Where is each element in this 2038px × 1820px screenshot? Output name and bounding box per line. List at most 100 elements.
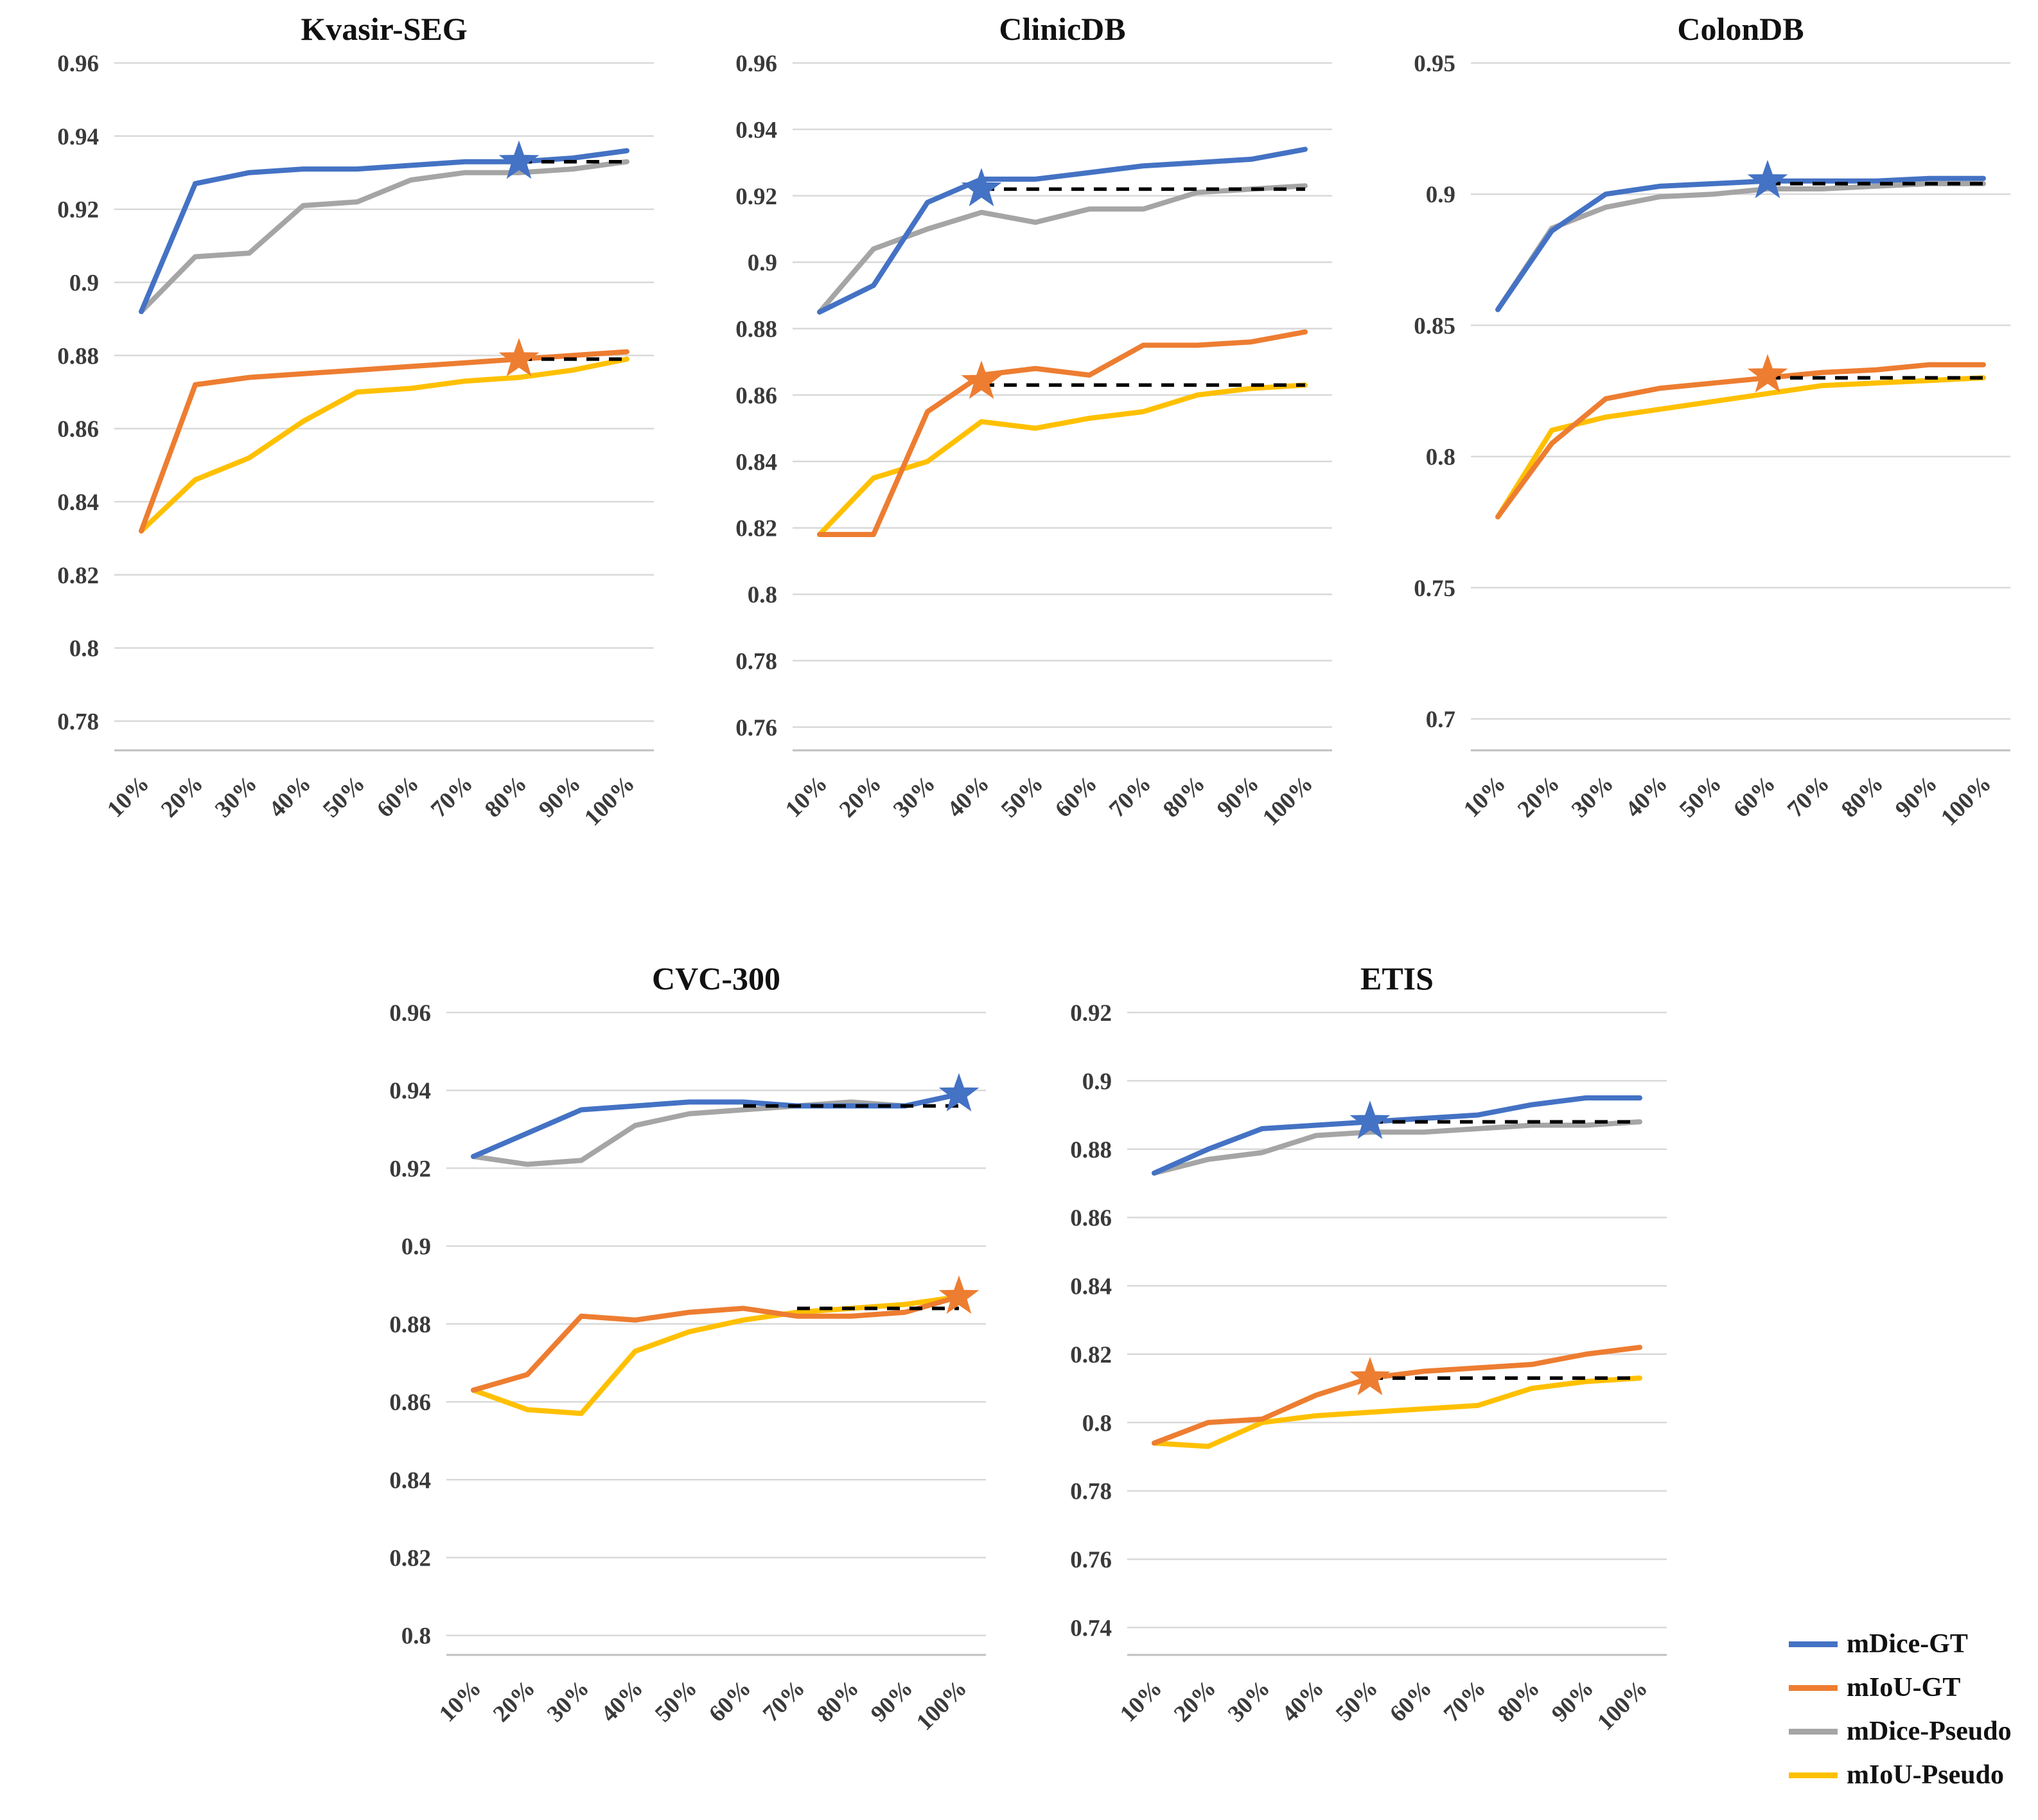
miou-gt-line-swatch bbox=[1789, 1684, 1838, 1691]
svg-text:0.88: 0.88 bbox=[389, 1312, 431, 1338]
svg-text:0.86: 0.86 bbox=[389, 1390, 431, 1416]
svg-text:90%: 90% bbox=[1890, 770, 1942, 822]
svg-text:0.94: 0.94 bbox=[735, 117, 777, 143]
svg-text:30%: 30% bbox=[210, 770, 262, 822]
legend-item-miou-pseudo: mIoU-Pseudo bbox=[1789, 1753, 2012, 1797]
svg-text:0.84: 0.84 bbox=[57, 490, 99, 516]
svg-text:30%: 30% bbox=[888, 770, 940, 822]
svg-text:60%: 60% bbox=[1385, 1675, 1437, 1727]
svg-text:60%: 60% bbox=[704, 1675, 756, 1727]
svg-text:0.8: 0.8 bbox=[401, 1623, 431, 1650]
mdice-pseudo-line-swatch bbox=[1789, 1728, 1838, 1735]
svg-text:0.96: 0.96 bbox=[389, 1001, 431, 1027]
svg-text:0.9: 0.9 bbox=[69, 270, 99, 297]
svg-text:0.82: 0.82 bbox=[57, 563, 99, 589]
svg-text:40%: 40% bbox=[1277, 1675, 1329, 1727]
svg-text:0.88: 0.88 bbox=[1070, 1137, 1112, 1163]
legend-label-miou-pseudo: mIoU-Pseudo bbox=[1847, 1760, 2005, 1790]
svg-text:100%: 100% bbox=[579, 770, 640, 831]
svg-text:0.8: 0.8 bbox=[1426, 445, 1455, 471]
svg-text:30%: 30% bbox=[542, 1675, 594, 1727]
chart-etis: ETIS 0.92 0.9 0.88 0.86 0.84 0.82 0.8 0.78 0.76 0… bbox=[1031, 956, 1686, 1804]
svg-text:0.7: 0.7 bbox=[1426, 707, 1455, 733]
svg-text:0.76: 0.76 bbox=[735, 715, 777, 741]
svg-text:0.86: 0.86 bbox=[1070, 1205, 1112, 1232]
svg-text:100%: 100% bbox=[1936, 770, 1996, 831]
svg-text:90%: 90% bbox=[1547, 1675, 1599, 1727]
legend-label-miou-gt: mIoU-GT bbox=[1847, 1673, 1961, 1702]
svg-text:40%: 40% bbox=[942, 770, 994, 822]
svg-text:0.92: 0.92 bbox=[735, 184, 777, 210]
svg-text:10%: 10% bbox=[1459, 770, 1511, 822]
legend-label-mdice-pseudo: mDice-Pseudo bbox=[1847, 1717, 2012, 1746]
svg-text:0.74: 0.74 bbox=[1070, 1615, 1112, 1641]
svg-text:80%: 80% bbox=[1158, 770, 1210, 822]
svg-text:0.94: 0.94 bbox=[57, 124, 99, 150]
svg-text:0.82: 0.82 bbox=[389, 1546, 431, 1572]
svg-text:30%: 30% bbox=[1223, 1675, 1275, 1727]
svg-text:60%: 60% bbox=[372, 770, 424, 822]
svg-text:0.76: 0.76 bbox=[1070, 1547, 1112, 1573]
svg-text:0.84: 0.84 bbox=[1070, 1274, 1112, 1300]
legend-item-mdice-gt: mDice-GT bbox=[1789, 1622, 2012, 1666]
svg-text:0.94: 0.94 bbox=[389, 1078, 431, 1104]
legend-item-mdice-pseudo: mDice-Pseudo bbox=[1789, 1710, 2012, 1753]
svg-text:80%: 80% bbox=[1836, 770, 1888, 822]
mdice-gt-line-swatch bbox=[1789, 1641, 1838, 1647]
chart-colondb: ColonDB 0.95 0.9 0.85 0.8 0.75 0.7 10% 20% 30% 40… bbox=[1375, 6, 2030, 899]
svg-text:100%: 100% bbox=[1258, 770, 1318, 831]
svg-text:0.82: 0.82 bbox=[1070, 1342, 1112, 1368]
svg-text:0.86: 0.86 bbox=[57, 416, 99, 443]
svg-text:0.78: 0.78 bbox=[57, 709, 99, 736]
svg-text:0.9: 0.9 bbox=[1082, 1068, 1112, 1095]
svg-text:60%: 60% bbox=[1050, 770, 1102, 822]
chart-title-colondb: ColonDB bbox=[1677, 11, 1804, 47]
svg-text:0.95: 0.95 bbox=[1414, 51, 1455, 77]
svg-text:0.92: 0.92 bbox=[389, 1156, 431, 1182]
svg-text:80%: 80% bbox=[1493, 1675, 1545, 1727]
svg-text:30%: 30% bbox=[1567, 770, 1619, 822]
svg-text:0.84: 0.84 bbox=[735, 449, 777, 475]
svg-text:40%: 40% bbox=[596, 1675, 648, 1727]
svg-text:0.86: 0.86 bbox=[735, 383, 777, 409]
chart-clinicdb: ClinicDB 0.96 0.94 0.92 0.9 0.88 0.86 0.84 0.82… bbox=[696, 6, 1351, 899]
svg-text:90%: 90% bbox=[1212, 770, 1264, 822]
svg-text:0.8: 0.8 bbox=[1082, 1410, 1112, 1436]
chart-title-etis: ETIS bbox=[1360, 960, 1434, 996]
cvc-300-plot: 0.96 0.94 0.92 0.9 0.88 0.86 0.84 0.82 0.810% 20%… bbox=[389, 1001, 986, 1736]
svg-text:20%: 20% bbox=[156, 770, 208, 822]
svg-text:0.88: 0.88 bbox=[57, 343, 99, 369]
svg-text:0.8: 0.8 bbox=[69, 636, 99, 662]
chart-kvasir-seg: Kvasir-SEG 0.96 0.94 0.92 0.9 0.88 0.86 0.84 0.… bbox=[18, 6, 673, 899]
svg-text:0.88: 0.88 bbox=[735, 317, 777, 343]
svg-text:0.9: 0.9 bbox=[1426, 182, 1455, 208]
chart-title-clinicdb: ClinicDB bbox=[999, 11, 1126, 47]
svg-text:100%: 100% bbox=[911, 1675, 972, 1735]
svg-text:10%: 10% bbox=[102, 770, 154, 822]
svg-text:0.84: 0.84 bbox=[389, 1467, 431, 1494]
legend: mDice-GT mIoU-GT mDice-Pseudo mIoU-Pseud… bbox=[1789, 1622, 2012, 1797]
svg-text:0.92: 0.92 bbox=[1070, 1001, 1112, 1027]
svg-text:20%: 20% bbox=[1513, 770, 1565, 822]
svg-text:70%: 70% bbox=[426, 770, 478, 822]
svg-text:10%: 10% bbox=[780, 770, 832, 822]
svg-text:70%: 70% bbox=[1782, 770, 1834, 822]
svg-text:0.92: 0.92 bbox=[57, 197, 99, 224]
svg-text:0.9: 0.9 bbox=[401, 1234, 431, 1260]
chart-title-cvc-300: CVC-300 bbox=[652, 960, 780, 996]
svg-text:50%: 50% bbox=[1331, 1675, 1383, 1727]
kvasir-seg-plot: 0.96 0.94 0.92 0.9 0.88 0.86 0.84 0.82 0.8 0.78 10… bbox=[57, 51, 654, 831]
svg-text:0.78: 0.78 bbox=[735, 648, 777, 675]
svg-text:90%: 90% bbox=[866, 1675, 918, 1727]
svg-text:10%: 10% bbox=[1115, 1675, 1167, 1727]
svg-text:70%: 70% bbox=[1104, 770, 1156, 822]
svg-text:80%: 80% bbox=[812, 1675, 864, 1727]
svg-text:0.96: 0.96 bbox=[735, 51, 777, 77]
legend-label-mdice-gt: mDice-GT bbox=[1847, 1629, 1968, 1659]
svg-text:90%: 90% bbox=[534, 770, 586, 822]
svg-text:50%: 50% bbox=[318, 770, 370, 822]
svg-text:0.8: 0.8 bbox=[748, 582, 777, 608]
colondb-plot: 0.95 0.9 0.85 0.8 0.75 0.7 10% 20% 30% 40% 50% 60% 7… bbox=[1414, 51, 2010, 831]
etis-plot: 0.92 0.9 0.88 0.86 0.84 0.82 0.8 0.78 0.76 0.74 10… bbox=[1070, 1001, 1667, 1736]
svg-text:0.78: 0.78 bbox=[1070, 1479, 1112, 1505]
